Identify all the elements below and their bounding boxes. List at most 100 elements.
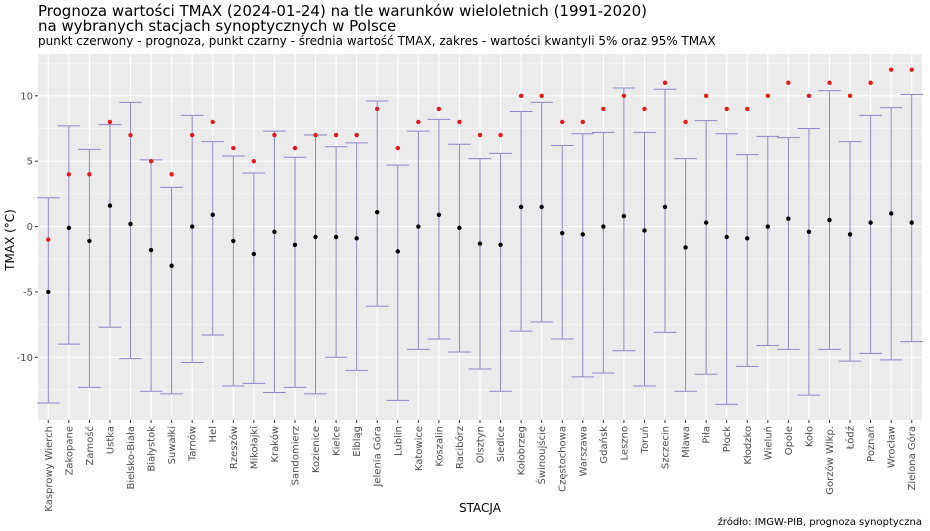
forecast-point	[395, 145, 400, 151]
forecast-point	[231, 145, 236, 151]
forecast-point	[210, 119, 215, 125]
mean-point	[210, 212, 215, 217]
mean-point	[662, 204, 668, 210]
mean-point	[888, 211, 894, 216]
forecast-point	[148, 158, 154, 164]
forecast-point	[909, 67, 914, 72]
x-tick-label: Opole	[784, 426, 795, 455]
x-tick-label: Zakopane	[64, 426, 75, 476]
mean-point	[786, 216, 791, 221]
y-tick-label: 10	[20, 91, 33, 102]
x-tick-label: Bielsko-Biała	[126, 426, 137, 490]
mean-point	[457, 225, 462, 231]
mean-point	[601, 224, 606, 229]
mean-point	[518, 204, 524, 210]
x-tick-label: Kielce	[332, 426, 343, 456]
x-tick-label: Katowice	[414, 426, 425, 471]
x-tick-label: Tarnów	[187, 426, 199, 462]
range-bar	[735, 154, 759, 367]
forecast-point	[189, 132, 195, 138]
range-bar	[509, 111, 533, 332]
x-tick-label: Olsztyn	[476, 426, 487, 463]
range-bar	[489, 152, 512, 392]
forecast-point	[806, 93, 812, 99]
range-bar	[777, 137, 800, 350]
range-bar	[119, 101, 142, 360]
forecast-point	[313, 132, 318, 138]
range-bar	[345, 142, 368, 371]
forecast-point	[436, 106, 442, 112]
range-bar	[592, 131, 615, 374]
forecast-point	[827, 80, 832, 85]
range-bar	[386, 164, 410, 401]
y-tick-label: 0	[27, 222, 33, 233]
chart-subtitle: punkt czerwony - prognoza, punkt czarny …	[38, 34, 716, 48]
range-bar	[283, 156, 307, 388]
range-bar	[838, 141, 862, 362]
range-bar	[633, 131, 656, 387]
range-bar	[365, 100, 389, 307]
forecast-series	[46, 67, 914, 242]
mean-point	[189, 224, 195, 229]
mean-point	[498, 242, 503, 248]
range-bar	[201, 141, 225, 336]
mean-point	[333, 234, 339, 240]
mean-point	[46, 289, 51, 295]
forecast-point	[87, 172, 92, 177]
chart-title: Prognoza wartości TMAX (2024-01-24) na t…	[38, 2, 648, 20]
forecast-point	[683, 119, 688, 125]
x-tick-label: Elbląg	[352, 426, 363, 457]
forecast-point	[847, 93, 853, 99]
forecast-point	[888, 67, 894, 72]
y-axis-title: TMAX (°C)	[3, 209, 17, 272]
x-tick-label: Poznań	[865, 426, 877, 462]
x-axis-title: STACJA	[459, 501, 502, 515]
mean-point	[231, 238, 236, 244]
range-bar	[900, 94, 924, 343]
x-tick-label: Koło	[804, 426, 815, 447]
range-bar	[221, 155, 245, 387]
forecast-point	[560, 119, 565, 125]
x-tick-label: Kłodzko	[743, 426, 754, 465]
forecast-point	[251, 158, 257, 164]
range-bar	[550, 145, 574, 340]
forecast-point	[128, 132, 133, 138]
forecast-point	[868, 80, 873, 85]
y-tick-label: 5	[27, 157, 33, 168]
x-tick-label: Świnoujście	[535, 426, 548, 485]
x-tick-label: Mława	[681, 426, 692, 458]
range-bar	[427, 118, 451, 340]
x-tick-label: Białystok	[147, 426, 158, 472]
mean-point	[745, 236, 750, 241]
range-series	[36, 87, 924, 405]
mean-point	[724, 234, 729, 240]
range-bar	[859, 114, 882, 354]
range-bar	[36, 197, 60, 404]
mean-series	[46, 203, 914, 295]
mean-point	[580, 232, 585, 237]
mean-point	[66, 225, 72, 231]
forecast-point	[539, 93, 544, 99]
mean-point	[642, 228, 647, 233]
x-tick-label: Suwałki	[167, 426, 178, 464]
range-bar	[324, 146, 348, 358]
x-tick-label: Gdańsk	[598, 426, 610, 464]
forecast-point	[765, 93, 771, 99]
x-tick-label: Płock	[722, 426, 733, 452]
range-bar	[715, 133, 739, 405]
range-bar	[98, 124, 122, 328]
x-tick-label: Kraków	[269, 426, 281, 463]
range-bar	[694, 120, 718, 375]
x-tick-label: Warszawa	[578, 426, 589, 476]
x-tick-label: Kozienice	[311, 426, 322, 473]
forecast-point	[498, 132, 503, 138]
mean-point	[909, 220, 914, 225]
y-axis: -10 -5 0 5 10	[17, 91, 38, 364]
forecast-point	[477, 132, 483, 138]
x-axis: Kasprowy Wierch Zakopane Zamość Ustka Bielsk…	[44, 420, 918, 512]
mean-point	[560, 230, 565, 236]
mean-point	[169, 263, 174, 268]
mean-point	[827, 217, 832, 223]
range-bar	[612, 87, 636, 352]
mean-point	[313, 234, 318, 240]
